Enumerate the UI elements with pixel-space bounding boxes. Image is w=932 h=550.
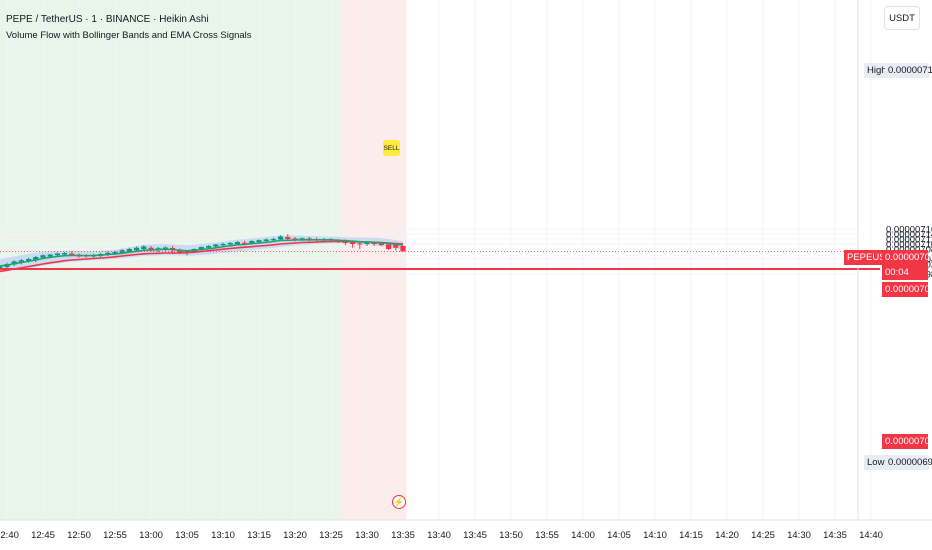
lightning-icon[interactable]: ⚡ — [392, 495, 406, 509]
candle-body — [299, 238, 305, 240]
candle-body — [33, 257, 39, 261]
time-tick-label: 13:25 — [319, 530, 343, 541]
candle — [69, 251, 75, 256]
time-tick-label: 14:05 — [607, 530, 631, 541]
time-tick-label: 12:50 — [67, 530, 91, 541]
ema-slow-line — [0, 240, 404, 273]
time-tick-label: 14:10 — [643, 530, 667, 541]
chart-title: PEPE / TetherUS · 1 · BINANCE · Heikin A… — [6, 14, 209, 25]
candle-body — [105, 252, 111, 255]
candle-body — [371, 243, 377, 244]
time-tick-label: 14:30 — [787, 530, 811, 541]
low-value: 0.00000699 — [885, 455, 932, 470]
time-tick-label: 13:20 — [283, 530, 307, 541]
candle-body — [270, 239, 276, 241]
candle-body — [177, 249, 183, 253]
candle — [400, 245, 406, 252]
candle — [0, 266, 3, 271]
time-tick-label: 14:35 — [823, 530, 847, 541]
ema-fast-line — [0, 239, 404, 267]
candle-body — [227, 243, 233, 245]
candle-body — [18, 260, 24, 263]
level-price-value: 0.00000700 — [882, 434, 932, 449]
time-tick-label: 13:15 — [247, 530, 271, 541]
sell-signal-label[interactable]: SELL — [383, 140, 400, 156]
indicator-name: Volume Flow with Bollinger Bands and EMA… — [6, 30, 252, 41]
candle — [141, 245, 147, 251]
candle-body — [220, 244, 226, 246]
candle-body — [206, 246, 212, 248]
time-tick-label: 13:55 — [535, 530, 559, 541]
candle-body — [0, 266, 3, 269]
time-tick-label: 14:15 — [679, 530, 703, 541]
candle-body — [386, 244, 392, 249]
candle-body — [126, 249, 132, 252]
candle-body — [69, 253, 75, 256]
candle-body — [256, 240, 262, 242]
time-tick-label: 13:50 — [499, 530, 523, 541]
time-tick-label: 14:20 — [715, 530, 739, 541]
candle-body — [134, 247, 140, 251]
candle-body — [198, 247, 204, 250]
candle-body — [263, 239, 269, 241]
time-tick-label: 12:40 — [0, 530, 19, 541]
background-zone-bearish — [341, 0, 407, 520]
candle-body — [213, 244, 219, 247]
price-tick-label: 0.00000716 — [886, 225, 932, 236]
time-tick-label: 13:00 — [139, 530, 163, 541]
candle-body — [378, 243, 384, 245]
candle-body — [234, 242, 240, 244]
candle-body — [357, 243, 363, 245]
time-tick-label: 14:25 — [751, 530, 775, 541]
time-tick-label: 13:05 — [175, 530, 199, 541]
price-tick-label: 0.00000714 — [886, 230, 932, 241]
time-tick-label: 14:00 — [571, 530, 595, 541]
time-tick-label: 13:10 — [211, 530, 235, 541]
candle-body — [119, 250, 125, 253]
time-tick-label: 13:45 — [463, 530, 487, 541]
last-price-value: 0.00000707 — [882, 250, 932, 265]
candle-body — [112, 252, 118, 254]
candle-body — [285, 237, 291, 239]
time-axis[interactable]: 12:40 12:45 12:50 12:55 13:00 13:05 13:10 13:15… — [0, 530, 883, 541]
candle-body — [278, 236, 284, 240]
last-price-repeat: 0.00000707 — [882, 282, 932, 297]
time-tick-label: 12:55 — [103, 530, 127, 541]
time-tick-label: 13:35 — [391, 530, 415, 541]
countdown-timer: 00:04 — [882, 265, 928, 280]
high-value: 0.00000715 — [885, 63, 932, 78]
candle-body — [141, 246, 147, 249]
candle-body — [350, 242, 356, 244]
candle-body — [292, 238, 298, 240]
candle — [285, 234, 291, 241]
candle-body — [162, 247, 168, 249]
candle-body — [26, 259, 32, 261]
high-label: High — [864, 63, 890, 78]
candle-body — [155, 248, 161, 250]
price-tick-label: 0.00000710 — [886, 240, 932, 251]
candle-body — [47, 254, 53, 257]
candle-body — [393, 244, 399, 248]
candle-body — [400, 246, 406, 252]
grid-lines — [0, 0, 872, 520]
time-tick-label: 12:45 — [31, 530, 55, 541]
time-tick-label: 13:30 — [355, 530, 379, 541]
price-tick-label: 0.00000712 — [886, 235, 932, 246]
candle-body — [364, 242, 370, 244]
candle-body — [40, 255, 46, 258]
candle — [220, 242, 226, 247]
candle-body — [62, 253, 68, 255]
candle-body — [242, 242, 248, 244]
low-label: Low — [864, 455, 888, 470]
bollinger-band-fill — [0, 235, 403, 272]
candle — [33, 256, 39, 262]
currency-button[interactable]: USDT — [884, 6, 920, 30]
candle — [393, 244, 399, 251]
candle-body — [249, 241, 255, 244]
candle-body — [148, 247, 154, 250]
candle-body — [54, 253, 60, 256]
time-tick-label: 14:40 — [859, 530, 883, 541]
time-tick-label: 13:40 — [427, 530, 451, 541]
